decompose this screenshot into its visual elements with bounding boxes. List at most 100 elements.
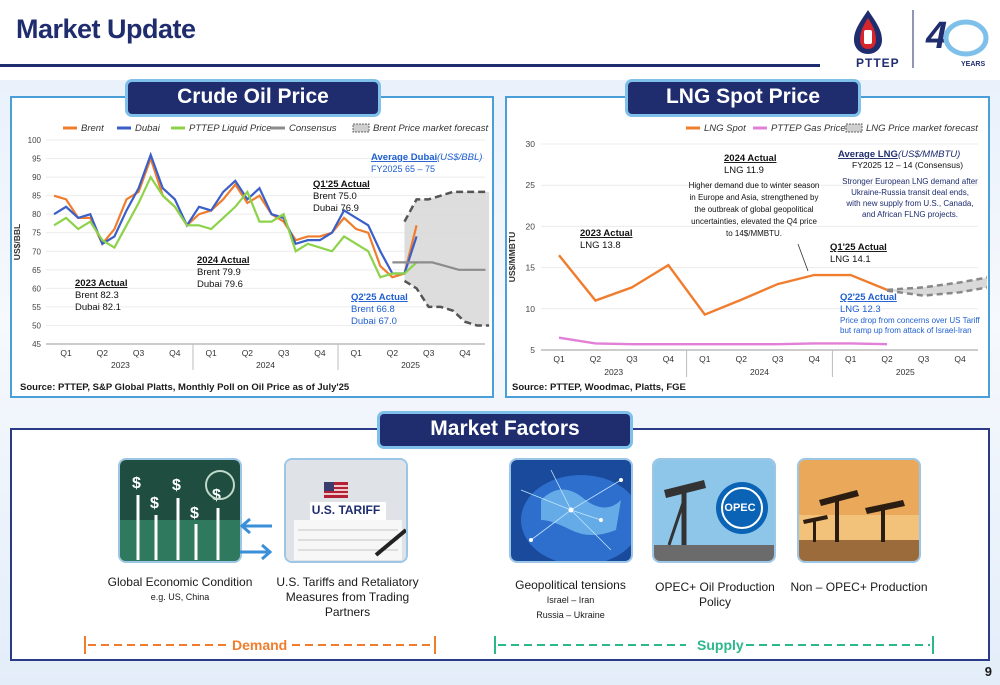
- opec-label: OPEC+ Oil Production Policy: [640, 580, 790, 610]
- geopolitics-card: [509, 458, 633, 563]
- crude-ann-avg-unit: (US$/BBL): [437, 152, 482, 163]
- lng-ytick-label: 10: [526, 304, 536, 314]
- lng-xtick-label: Q3: [918, 354, 930, 364]
- crude-ann-2024-line1: Brent 79.9: [197, 267, 241, 278]
- lng-ytick-label: 25: [526, 180, 536, 190]
- lng-year-label: 2024: [750, 367, 769, 377]
- crude-ann-q225-line1: Brent 66.8: [351, 304, 395, 315]
- lng-forecast-upper: [887, 276, 987, 292]
- lng-chart: LNG Spot PTTEP Gas Price LNG Price market …: [508, 123, 987, 377]
- lng-ann-avg-note: Stronger European LNG demand after: [842, 177, 978, 186]
- opec-card: [652, 458, 776, 563]
- lng-ann-2024-note: Higher demand due to winter season: [689, 181, 820, 190]
- crude-oil-source: Source: PTTEP, S&P Global Platts, Monthl…: [20, 382, 350, 393]
- lng-ann-2024-pointer: [797, 243, 809, 272]
- crude-series-brent: [53, 155, 418, 279]
- crude-ann-avg-title: Average Dubai: [371, 152, 437, 163]
- crude-ann-2023-line1: Brent 82.3: [75, 290, 119, 301]
- crude-ytick-label: 70: [32, 247, 41, 256]
- swap-arrows-icon: [239, 517, 273, 561]
- lng-ytick-label: 30: [526, 139, 536, 149]
- money-growth-icon: $ $ $ $ $: [120, 460, 240, 561]
- crude-xtick-label: Q1: [205, 348, 217, 358]
- lng-ann-avg-note: and African FLNG projects.: [862, 210, 958, 219]
- crude-ann-avg-line1: FY2025 65 – 75: [371, 164, 435, 174]
- svg-text:$: $: [132, 475, 141, 492]
- crude-legend-swatch-forecast: [352, 123, 370, 133]
- lng-ann-q125-line1: LNG 14.1: [830, 254, 871, 265]
- crude-xtick-label: Q2: [387, 348, 399, 358]
- svg-text:YEARS: YEARS: [961, 61, 985, 68]
- us-tariff-label: U.S. Tariffs and Retaliatory Measures fr…: [270, 575, 425, 620]
- demand-bracket: [84, 636, 436, 654]
- geopolitics-sub1: Israel – Iran: [546, 595, 595, 605]
- opec-sign: OPEC: [724, 502, 756, 514]
- lng-legend-label: PTTEP Gas Price: [771, 123, 846, 134]
- global-economy-label: Global Economic Condition e.g. US, China: [100, 575, 260, 605]
- geopolitics-label: Geopolitical tensions Israel – Iran Russ…: [493, 578, 648, 623]
- lng-xtick-label: Q4: [663, 354, 675, 364]
- lng-xtick-label: Q1: [845, 354, 857, 364]
- lng-ann-2024-note: uncertainties, elevated the Q4 price: [691, 217, 817, 226]
- lng-ann-avg-note: Ukraine-Russia transit deal ends,: [851, 188, 969, 197]
- crude-year-label: 2023: [111, 360, 130, 370]
- crude-ylabel: US$/BBL: [13, 224, 22, 260]
- oil-field-icon: [799, 460, 919, 561]
- lng-ann-2024-line1: LNG 11.9: [724, 165, 764, 176]
- global-economy-title: Global Economic Condition: [107, 575, 253, 589]
- crude-ytick-label: 85: [32, 192, 41, 201]
- crude-legend-label: Brent Price market forecast: [373, 123, 488, 134]
- non-opec-card: [797, 458, 921, 563]
- lng-xtick-label: Q2: [590, 354, 602, 364]
- pttep-logo: 4 YEARS: [854, 10, 989, 68]
- lng-ann-avg-title: Average LNG: [838, 149, 898, 160]
- svg-text:$: $: [172, 477, 181, 494]
- crude-xtick-label: Q3: [133, 348, 145, 358]
- crude-xtick-label: Q4: [169, 348, 181, 358]
- crude-xtick-label: Q1: [350, 348, 362, 358]
- crude-forecast-lower: [403, 279, 490, 327]
- lng-ann-avg-line1: FY2025 12 – 14 (Consensus): [852, 160, 963, 170]
- crude-ann-q225-line2: Dubai 67.0: [351, 316, 397, 327]
- lng-panel: [505, 96, 990, 398]
- crude-ytick-label: 65: [32, 266, 41, 275]
- crude-forecast-upper: [403, 190, 490, 223]
- lng-legend-label: LNG Price market forecast: [866, 123, 978, 134]
- crude-ytick-label: 60: [32, 284, 41, 293]
- crude-ann-q125-title: Q1'25 Actual: [313, 179, 370, 190]
- tariff-sign: U.S. TARIFF: [311, 503, 381, 517]
- lng-xtick-label: Q4: [954, 354, 966, 364]
- crude-ytick-label: 80: [32, 210, 41, 219]
- lng-ann-q225-note: but ramp up from attack of Israel-Iran: [840, 326, 972, 335]
- crude-series-consensus: [392, 261, 486, 271]
- crude-ann-q125-line2: Dubai 76.9: [313, 203, 359, 214]
- crude-ytick-label: 55: [32, 303, 41, 312]
- crude-ann-2023-title: 2023 Actual: [75, 278, 127, 289]
- lng-forecast-lower: [886, 286, 987, 297]
- crude-oil-chart: Brent Dubai PTTEP Liquid Price Consensus Bre…: [13, 123, 490, 370]
- logo-brand: PTTEP: [856, 56, 900, 70]
- crude-series-dubai: [53, 151, 418, 275]
- lng-ann-q225-note: Price drop from concerns over US Tariff: [840, 316, 981, 325]
- crude-ytick-label: 45: [32, 340, 41, 349]
- tariff-document-icon: [286, 460, 406, 561]
- crude-xtick-label: Q3: [278, 348, 290, 358]
- crude-xtick-label: Q4: [459, 348, 471, 358]
- lng-year-label: 2023: [604, 367, 623, 377]
- lng-series-pttep-gas: [558, 336, 888, 346]
- crude-ytick-label: 90: [32, 173, 41, 182]
- lng-source: Source: PTTEP, Woodmac, Platts, FGE: [512, 382, 686, 393]
- crude-ann-2024-line2: Dubai 79.6: [197, 279, 243, 290]
- non-opec-label: Non – OPEC+ Production: [784, 580, 934, 595]
- lng-ann-q225-line1: LNG 12.3: [840, 304, 881, 315]
- svg-text:$: $: [150, 495, 159, 512]
- lng-xtick-label: Q2: [736, 354, 748, 364]
- lng-ann-2023-line1: LNG 13.8: [580, 240, 621, 251]
- crude-ytick-label: 75: [32, 229, 41, 238]
- crude-xtick-label: Q2: [242, 348, 254, 358]
- header: Market Update 4 YEARS PTTEP: [0, 0, 1000, 80]
- crude-ann-2023-line2: Dubai 82.1: [75, 302, 121, 313]
- non-opec-title: Non – OPEC+ Production: [790, 580, 928, 594]
- crude-legend-label: Brent: [81, 123, 104, 134]
- crude-ytick-label: 100: [28, 136, 42, 145]
